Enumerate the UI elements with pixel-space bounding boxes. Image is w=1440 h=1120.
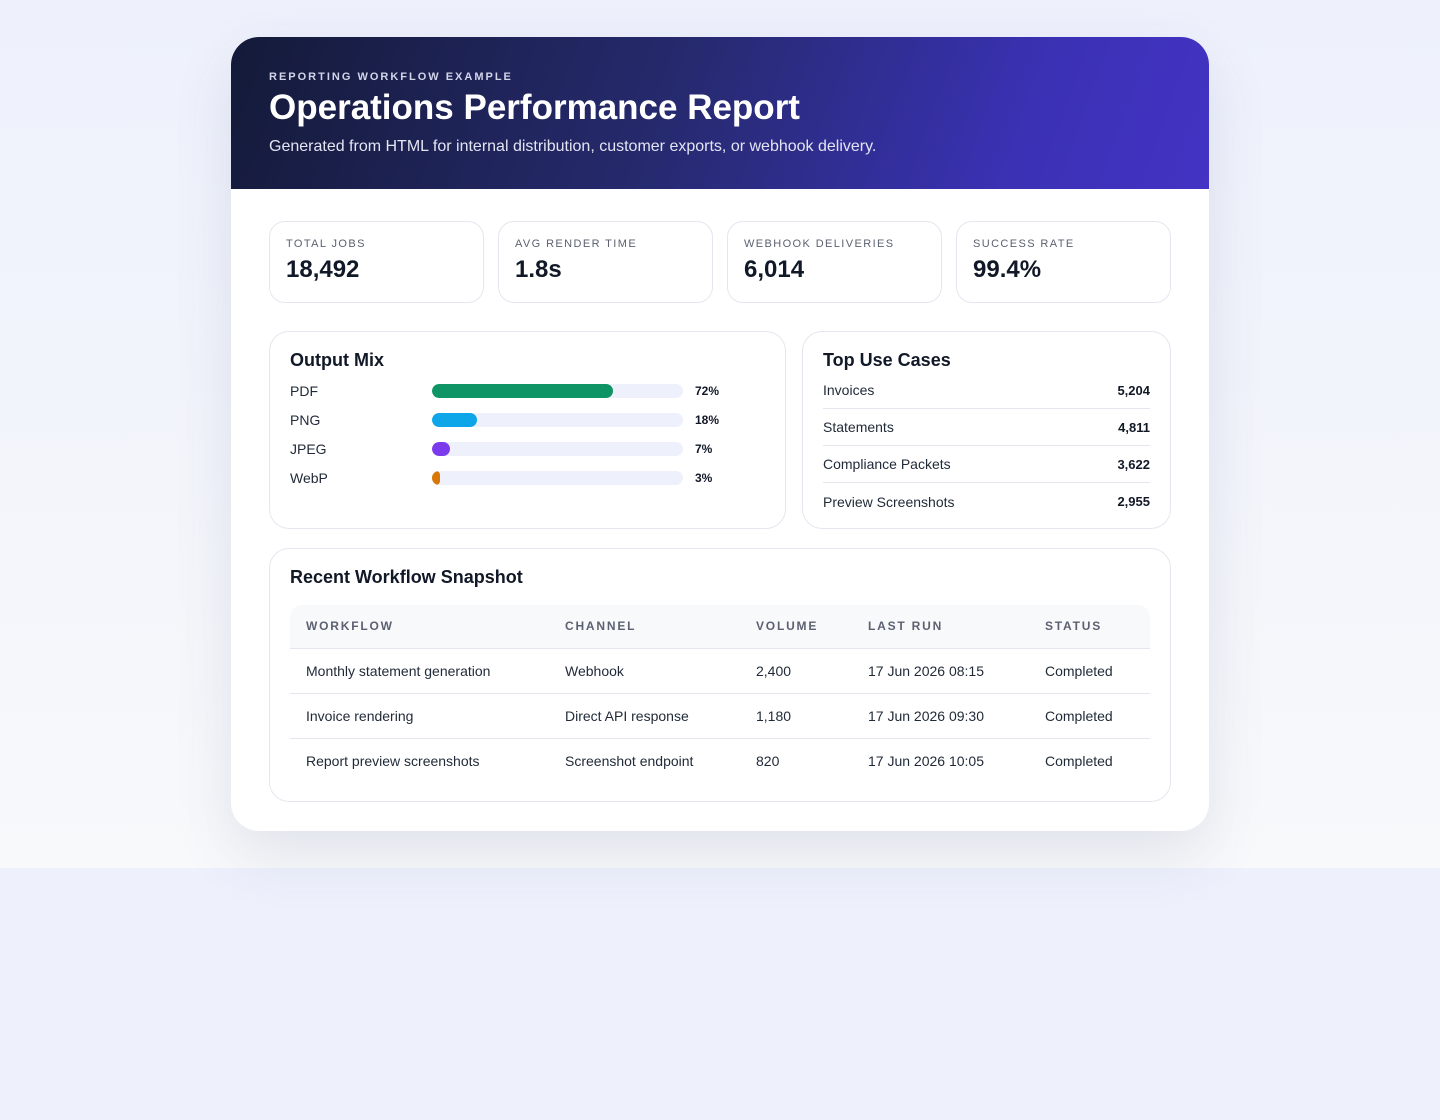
kpi-label: WEBHOOK DELIVERIES xyxy=(744,238,895,250)
cell-last-run: 17 Jun 2026 09:30 xyxy=(852,693,1029,739)
cell-workflow: Monthly statement generation xyxy=(290,648,549,694)
cell-volume: 1,180 xyxy=(740,693,852,739)
kpi-card-avg-render-time: AVG RENDER TIME 1.8s xyxy=(498,221,713,303)
use-case-count: 4,811 xyxy=(1118,419,1150,435)
cell-status: Completed xyxy=(1029,693,1150,739)
output-mix-panel: Output Mix PDF 72% PNG 18% xyxy=(269,331,786,529)
kpi-value: 18,492 xyxy=(286,256,360,283)
workflow-table: WORKFLOW CHANNEL VOLUME LAST RUN STATUS … xyxy=(290,605,1150,783)
cell-volume: 820 xyxy=(756,752,780,769)
panels-row: Output Mix PDF 72% PNG 18% xyxy=(269,331,1171,529)
use-case-name: Statements xyxy=(823,419,894,435)
output-mix-row-jpeg: JPEG 7% xyxy=(290,434,765,463)
use-case-list: Invoices 5,204 Statements 4,811 Complian… xyxy=(823,372,1150,520)
kpi-label: TOTAL JOBS xyxy=(286,238,366,250)
kpi-value: 6,014 xyxy=(744,256,805,283)
output-mix-row-pdf: PDF 72% xyxy=(290,376,765,405)
use-case-count: 5,204 xyxy=(1117,382,1150,398)
column-header-volume: VOLUME xyxy=(740,605,852,649)
use-case-name: Preview Screenshots xyxy=(823,493,955,510)
use-case-name: Invoices xyxy=(823,382,875,398)
cell-status: Completed xyxy=(1029,648,1150,694)
list-item: Compliance Packets 3,622 xyxy=(823,446,1150,483)
output-mix-label: WebP xyxy=(290,469,328,486)
top-use-cases-title: Top Use Cases xyxy=(823,350,951,370)
progress-track xyxy=(432,383,683,398)
page-title: Operations Performance Report xyxy=(269,88,800,127)
cell-volume: 2,400 xyxy=(740,648,852,694)
output-mix-percent: 3% xyxy=(695,470,713,485)
progress-fill xyxy=(432,383,613,398)
cell-workflow: Invoice rendering xyxy=(290,693,549,739)
output-mix-label: JPEG xyxy=(290,440,327,457)
progress-track xyxy=(432,470,683,485)
workflow-snapshot-title: Recent Workflow Snapshot xyxy=(290,567,523,587)
cell-status: Completed xyxy=(1045,752,1113,769)
kpi-value: 1.8s xyxy=(515,256,562,283)
list-item: Invoices 5,204 xyxy=(823,372,1150,409)
progress-track xyxy=(432,441,683,456)
kpi-card-success-rate: SUCCESS RATE 99.4% xyxy=(956,221,1171,303)
kpi-card-webhook-deliveries: WEBHOOK DELIVERIES 6,014 xyxy=(727,221,942,303)
list-item: Statements 4,811 xyxy=(823,409,1150,446)
use-case-count: 2,955 xyxy=(1117,494,1150,509)
table-header-row: WORKFLOW CHANNEL VOLUME LAST RUN STATUS xyxy=(290,605,1150,649)
column-header-workflow: WORKFLOW xyxy=(290,605,549,649)
output-mix-row-png: PNG 18% xyxy=(290,405,765,434)
cell-workflow: Report preview screenshots xyxy=(306,752,480,769)
column-header-channel: CHANNEL xyxy=(549,605,740,649)
column-header-last-run: LAST RUN xyxy=(852,605,1029,649)
report-eyebrow: REPORTING WORKFLOW EXAMPLE xyxy=(269,71,513,83)
progress-fill xyxy=(432,412,478,427)
workflow-snapshot-panel: Recent Workflow Snapshot WORKFLOW CHANNE… xyxy=(269,548,1171,802)
cell-channel: Screenshot endpoint xyxy=(565,752,694,769)
report-subtitle: Generated from HTML for internal distrib… xyxy=(269,137,877,155)
kpi-label: SUCCESS RATE xyxy=(973,238,1075,250)
table-row: Monthly statement generation Webhook 2,4… xyxy=(290,648,1150,694)
output-mix-label: PNG xyxy=(290,411,321,428)
use-case-name: Compliance Packets xyxy=(823,456,951,472)
cell-last-run: 17 Jun 2026 10:05 xyxy=(868,752,984,769)
report-card: REPORTING WORKFLOW EXAMPLE Operations Pe… xyxy=(231,37,1209,831)
top-use-cases-panel: Top Use Cases Invoices 5,204 Statements … xyxy=(802,331,1171,529)
output-mix-title: Output Mix xyxy=(290,350,384,370)
report-header: REPORTING WORKFLOW EXAMPLE Operations Pe… xyxy=(231,37,1209,189)
use-case-count: 3,622 xyxy=(1117,456,1150,472)
kpi-label: AVG RENDER TIME xyxy=(515,238,638,250)
cell-channel: Webhook xyxy=(549,648,740,694)
output-mix-label: PDF xyxy=(290,382,318,399)
report-body: TOTAL JOBS 18,492 AVG RENDER TIME 1.8s W… xyxy=(231,189,1209,802)
progress-fill xyxy=(432,470,440,485)
kpi-value: 99.4% xyxy=(973,256,1042,283)
column-header-status: STATUS xyxy=(1029,605,1150,649)
output-mix-percent: 18% xyxy=(695,412,720,427)
output-mix-percent: 7% xyxy=(695,441,713,456)
output-mix-percent: 72% xyxy=(695,383,720,398)
progress-track xyxy=(432,412,683,427)
kpi-card-total-jobs: TOTAL JOBS 18,492 xyxy=(269,221,484,303)
output-mix-list: PDF 72% PNG 18% JPEG xyxy=(290,376,765,492)
kpi-row: TOTAL JOBS 18,492 AVG RENDER TIME 1.8s W… xyxy=(269,221,1171,303)
table-row: Report preview screenshots Screenshot en… xyxy=(290,738,1150,783)
list-item: Preview Screenshots 2,955 xyxy=(823,483,1150,520)
cell-channel: Direct API response xyxy=(549,693,740,739)
table-row: Invoice rendering Direct API response 1,… xyxy=(290,693,1150,739)
cell-last-run: 17 Jun 2026 08:15 xyxy=(852,648,1029,694)
progress-fill xyxy=(432,441,450,456)
output-mix-row-webp: WebP 3% xyxy=(290,463,765,492)
